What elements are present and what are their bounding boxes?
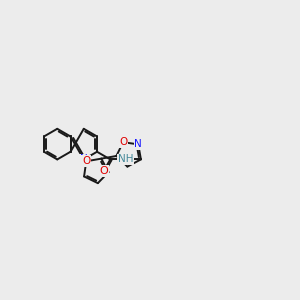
Text: O: O [99,166,108,176]
Text: NH: NH [118,154,134,164]
Text: N: N [134,139,142,149]
Text: N: N [80,154,88,164]
Text: O: O [82,156,90,166]
Text: O: O [119,137,127,147]
